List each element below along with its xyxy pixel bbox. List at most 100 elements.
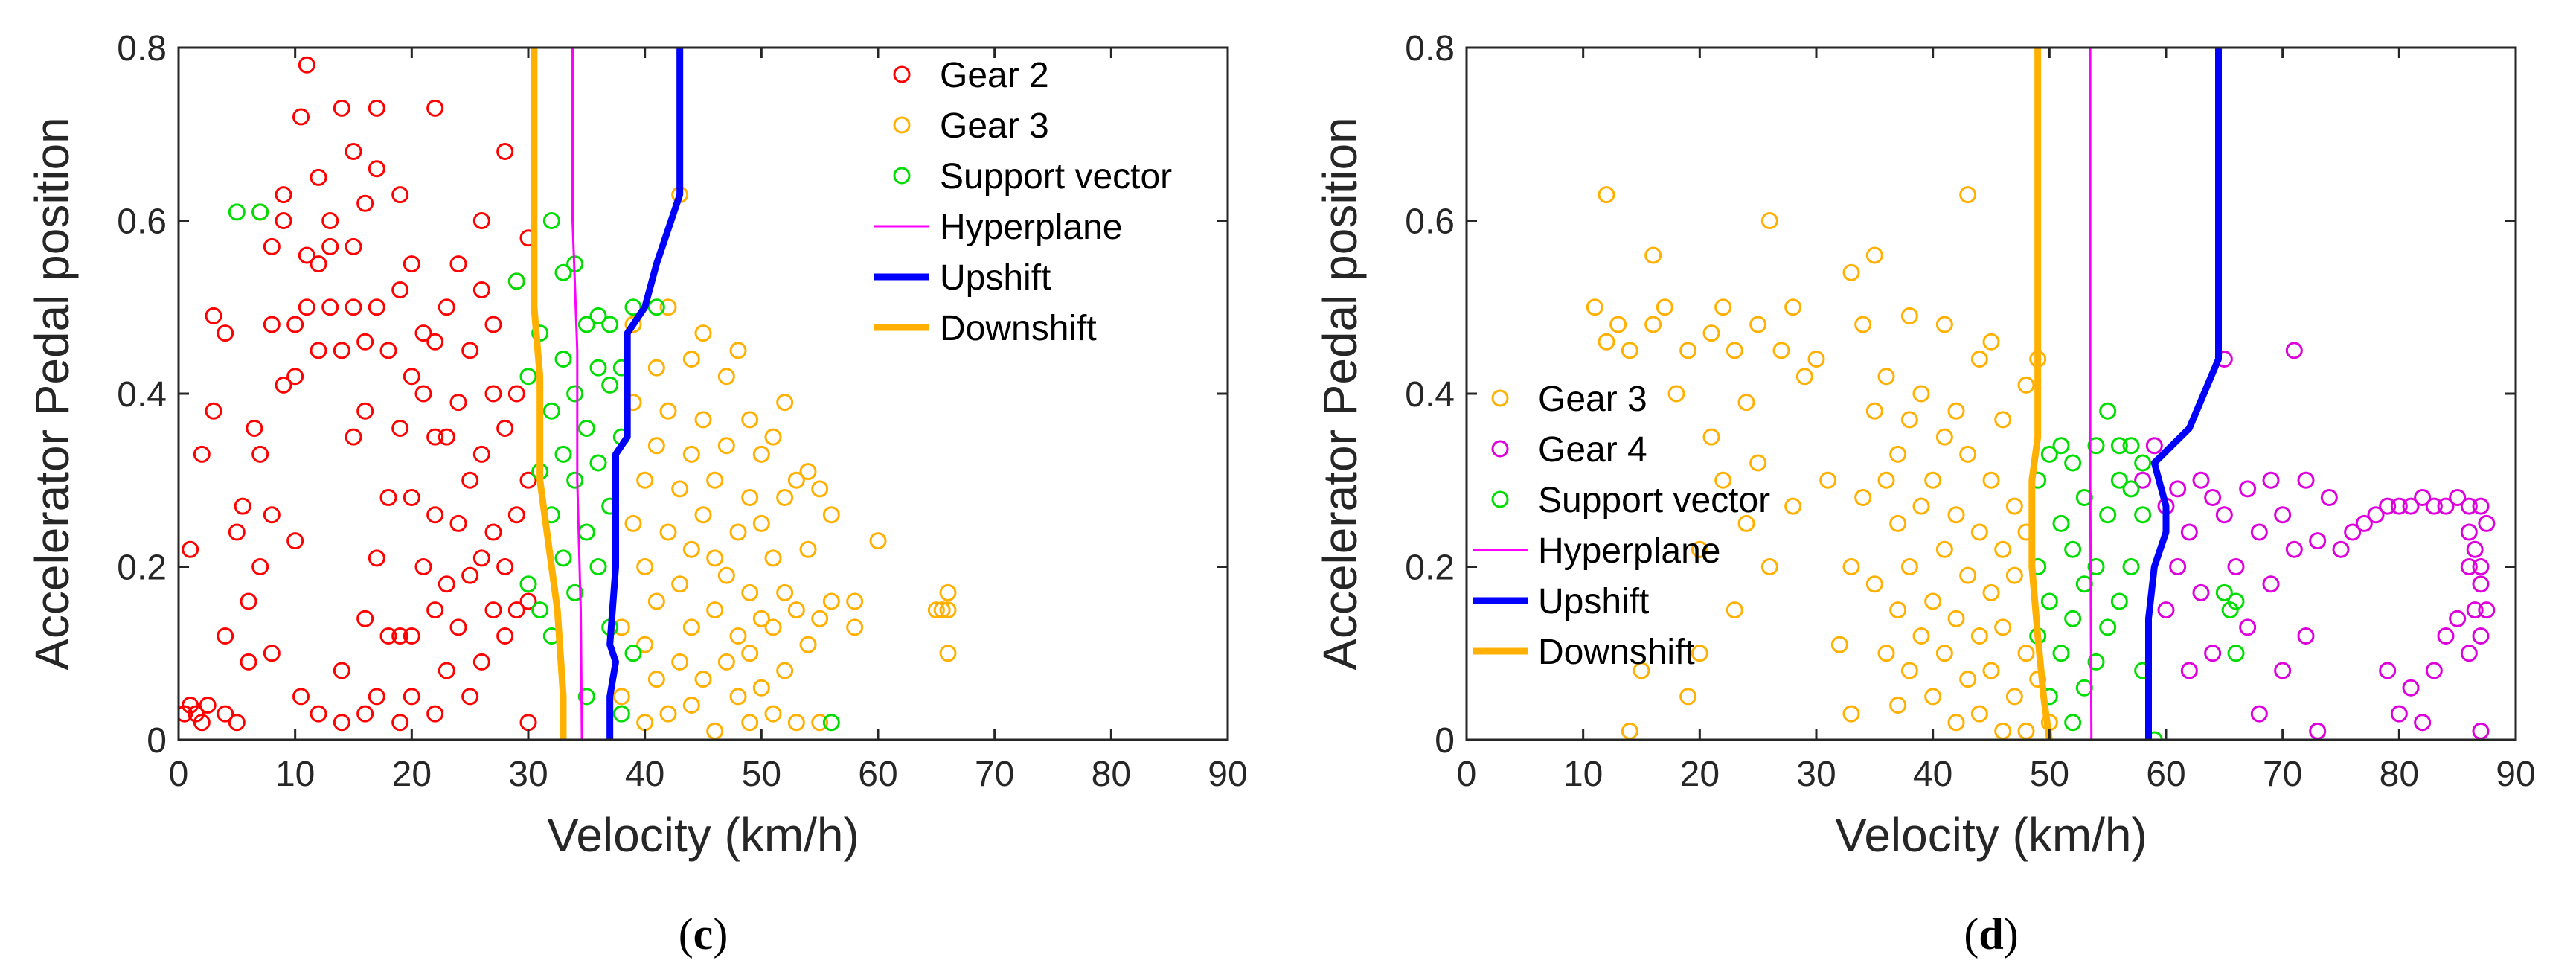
data-point-gear-4 <box>2478 514 2496 532</box>
data-point-support-vector <box>624 645 642 662</box>
data-point-gear-3 <box>1737 514 1755 532</box>
data-point-gear-2 <box>496 420 514 437</box>
data-point-gear-2 <box>310 705 327 723</box>
data-point-gear-2 <box>356 333 374 351</box>
x-tick-label: 30 <box>508 755 548 794</box>
data-point-gear-3 <box>1970 351 1988 368</box>
data-point-support-vector <box>542 212 560 229</box>
data-point-gear-4 <box>2262 575 2280 593</box>
data-point-gear-2 <box>263 506 281 524</box>
data-point-gear-3 <box>1982 583 2000 601</box>
data-point-gear-3 <box>1924 688 1942 706</box>
data-point-gear-3 <box>2017 376 2035 394</box>
data-point-gear-3 <box>939 601 957 619</box>
data-point-gear-3 <box>1644 246 1662 264</box>
x-tick-label: 10 <box>1563 755 1603 794</box>
legend-marker <box>893 65 911 83</box>
data-point-gear-2 <box>368 99 385 117</box>
data-point-gear-2 <box>484 523 502 541</box>
data-point-gear-2 <box>449 618 467 636</box>
data-point-gear-3 <box>1994 722 2012 740</box>
data-point-gear-2 <box>391 627 409 645</box>
legend-marker <box>1491 490 1509 508</box>
data-point-gear-4 <box>2262 471 2280 489</box>
data-point-gear-3 <box>764 705 782 723</box>
data-point-gear-3 <box>1737 394 1755 412</box>
data-point-gear-3 <box>1912 627 1930 645</box>
data-point-gear-2 <box>275 376 292 394</box>
data-point-gear-2 <box>484 316 502 333</box>
data-point-gear-3 <box>1924 471 1942 489</box>
data-point-gear-3 <box>1633 662 1650 679</box>
data-point-gear-3 <box>764 428 782 446</box>
legend-marker <box>1491 440 1509 458</box>
data-point-support-vector <box>542 402 560 420</box>
data-point-gear-2 <box>496 143 514 160</box>
data-point-gear-3 <box>741 489 759 506</box>
data-point-gear-2 <box>472 653 490 671</box>
data-point-support-vector <box>2064 540 2082 558</box>
data-point-gear-2 <box>391 281 409 298</box>
data-point-gear-3 <box>1877 471 1895 489</box>
x-tick-label: 90 <box>1208 755 1247 794</box>
data-point-gear-2 <box>310 168 327 186</box>
data-point-gear-2 <box>414 558 432 575</box>
data-point-gear-2 <box>251 558 269 575</box>
data-point-support-vector <box>601 376 619 394</box>
data-point-gear-2 <box>461 471 479 489</box>
data-point-gear-4 <box>2466 601 2484 619</box>
line-hyperplane <box>2089 48 2093 740</box>
data-point-gear-4 <box>2192 583 2210 601</box>
data-point-gear-3 <box>624 514 642 532</box>
data-point-gear-3 <box>1691 645 1708 662</box>
data-point-gear-3 <box>1726 342 1743 359</box>
data-point-gear-3 <box>1714 471 1732 489</box>
data-point-gear-2 <box>379 627 397 645</box>
data-point-gear-3 <box>1702 324 1720 342</box>
x-tick-label: 50 <box>742 755 781 794</box>
data-point-gear-3 <box>1900 558 1918 575</box>
data-point-gear-2 <box>368 298 385 316</box>
data-point-gear-4 <box>2169 558 2187 575</box>
data-point-gear-2 <box>251 445 269 463</box>
data-point-gear-4 <box>2344 523 2362 541</box>
data-point-gear-4 <box>2390 705 2408 723</box>
data-point-gear-2 <box>298 298 315 316</box>
data-point-support-vector <box>577 688 595 706</box>
data-point-support-vector <box>2087 653 2105 671</box>
data-point-gear-3 <box>1947 402 1965 420</box>
data-point-gear-2 <box>240 653 257 671</box>
data-point-gear-3 <box>1970 705 1988 723</box>
data-point-gear-2 <box>345 143 362 160</box>
data-point-support-vector <box>566 471 584 489</box>
data-point-gear-2 <box>333 342 350 359</box>
data-point-gear-2 <box>228 714 246 732</box>
data-point-gear-3 <box>1924 592 1942 610</box>
data-point-support-vector <box>624 298 642 316</box>
data-point-gear-2 <box>321 212 339 229</box>
data-point-gear-3 <box>1982 662 2000 679</box>
x-tick-label: 90 <box>2496 755 2535 794</box>
data-point-gear-3 <box>1621 722 1638 740</box>
data-point-support-vector <box>2215 583 2233 601</box>
data-point-gear-3 <box>1994 618 2012 636</box>
data-point-gear-4 <box>2134 471 2152 489</box>
legend-label: Gear 3 <box>1538 380 1647 419</box>
data-point-gear-3 <box>1947 506 1965 524</box>
data-point-gear-4 <box>2478 601 2496 619</box>
legend-marker <box>893 116 911 134</box>
data-point-gear-2 <box>438 575 455 593</box>
data-point-gear-3 <box>1947 714 1965 732</box>
data-point-support-vector <box>589 307 607 324</box>
data-point-gear-3 <box>752 514 770 532</box>
plot-area <box>179 48 1228 740</box>
data-point-gear-3 <box>1819 471 1837 489</box>
data-point-gear-3 <box>1994 411 2012 429</box>
data-point-support-vector <box>2122 480 2140 498</box>
data-point-gear-3 <box>1959 566 1977 584</box>
data-point-gear-4 <box>2227 558 2245 575</box>
data-point-gear-2 <box>403 255 420 273</box>
data-point-support-vector <box>2075 575 2093 593</box>
data-point-support-vector <box>2134 506 2152 524</box>
data-point-gear-3 <box>1912 385 1930 403</box>
